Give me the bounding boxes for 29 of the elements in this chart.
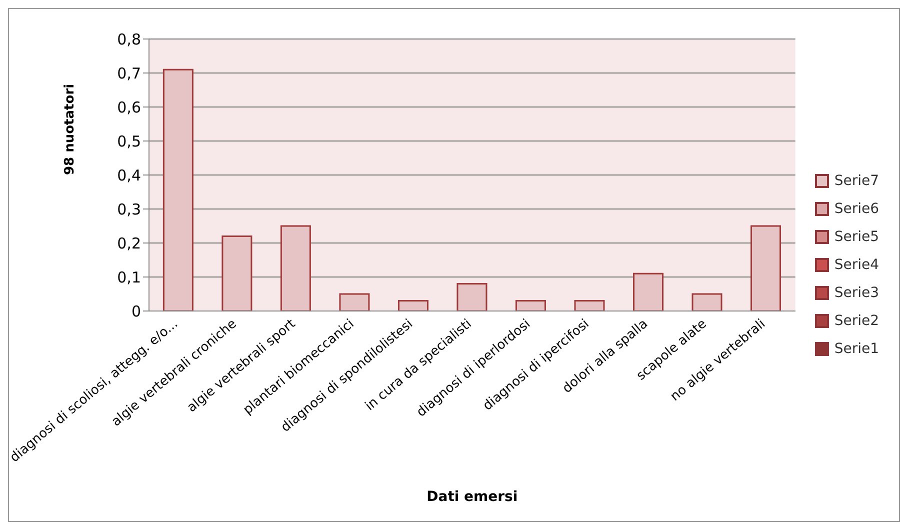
y-tick-label: 0,5 (117, 132, 141, 150)
legend-label: Serie7 (834, 173, 879, 189)
legend-label: Serie3 (834, 285, 879, 301)
y-axis-title: 98 nuotatori (62, 84, 78, 175)
y-tick-label: 0 (131, 302, 141, 320)
bar (692, 293, 722, 311)
legend-label: Serie6 (834, 201, 879, 217)
y-tick-label: 0,3 (117, 200, 141, 218)
legend-label: Serie2 (834, 313, 879, 329)
y-tick-label: 0,7 (117, 64, 141, 82)
bar (339, 293, 370, 311)
y-tick-label: 0,1 (117, 268, 141, 286)
bar (162, 68, 194, 311)
y-tick-label: 0,4 (117, 166, 141, 184)
y-tick-label: 0,8 (117, 30, 141, 48)
legend-label: Serie4 (834, 257, 879, 273)
bar (515, 300, 546, 311)
y-tick-label: 0,2 (117, 234, 141, 252)
bar (750, 225, 782, 311)
legend-label: Serie1 (834, 341, 879, 357)
y-tick-label: 0,6 (117, 98, 141, 116)
bar (632, 272, 664, 311)
bar (280, 225, 311, 311)
bar (222, 235, 252, 311)
bar (456, 283, 488, 311)
x-axis-title: Dati emersi (426, 489, 518, 505)
legend-label: Serie5 (834, 229, 879, 245)
bar (574, 300, 605, 311)
bar (398, 300, 428, 311)
